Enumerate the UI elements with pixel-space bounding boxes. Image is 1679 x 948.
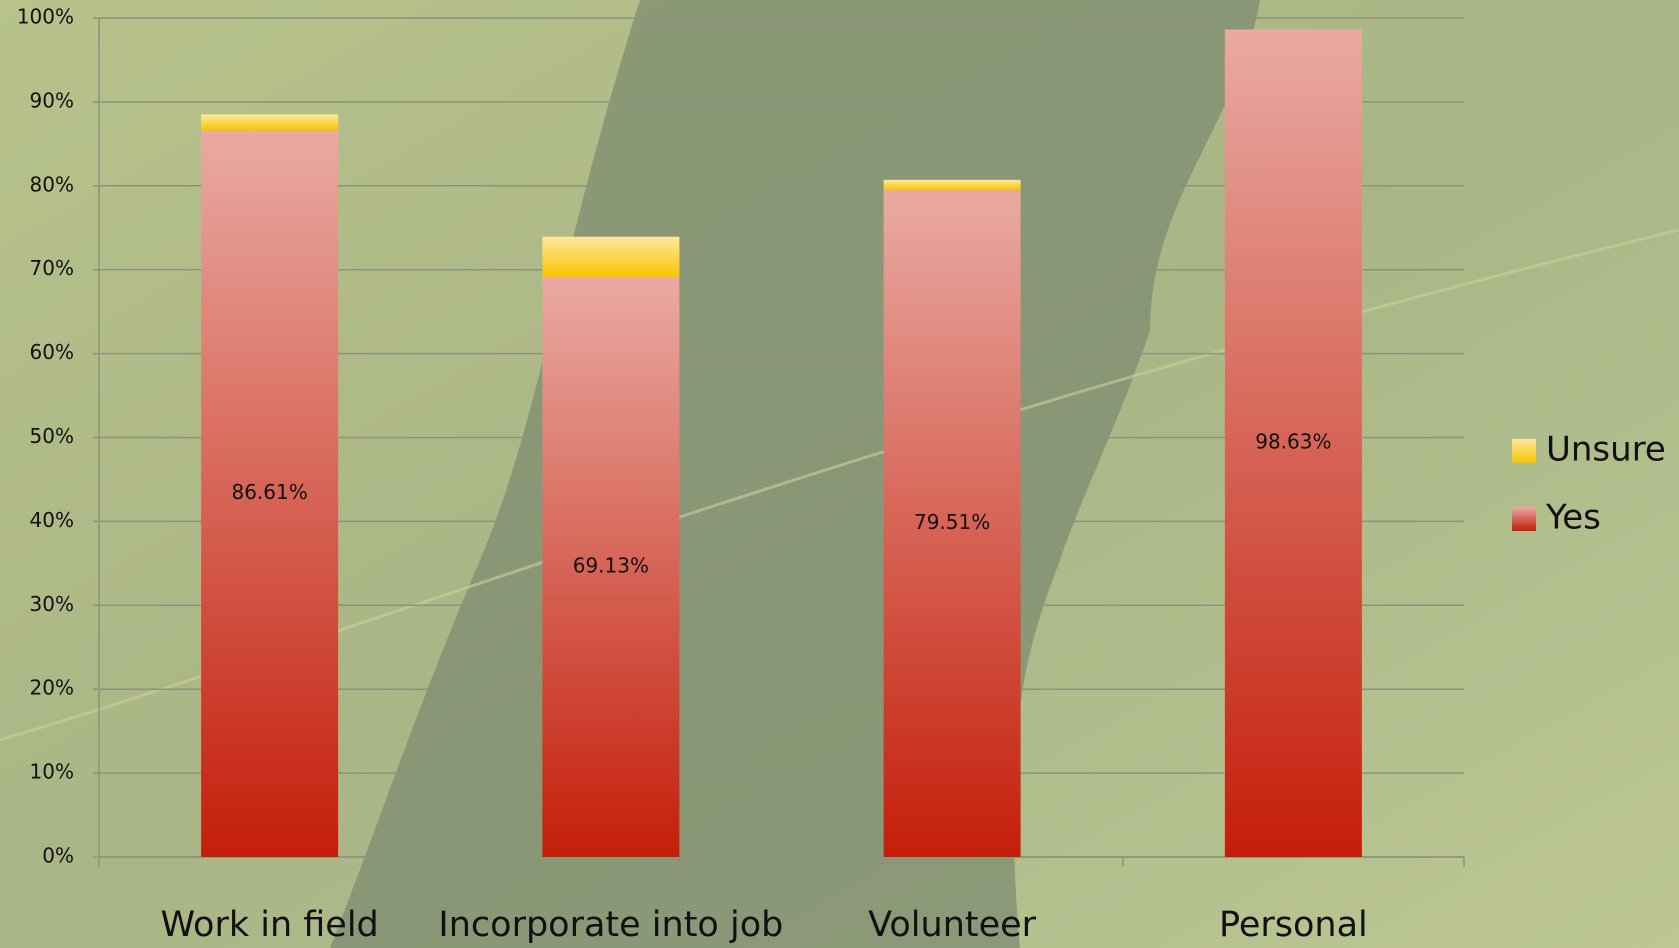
y-tick-label: 90% [30, 88, 74, 112]
value-label: 69.13% [573, 553, 649, 577]
legend-swatch [1512, 507, 1536, 531]
y-tick-label: 10% [30, 760, 74, 784]
y-tick-label: 50% [30, 424, 74, 448]
bar-segment [201, 114, 338, 130]
x-tick-label: Personal [1219, 905, 1368, 945]
x-tick-label: Incorporate into job [438, 905, 783, 945]
legend-label: Yes [1545, 498, 1601, 538]
value-label: 79.51% [914, 510, 990, 534]
x-tick-label: Work in field [160, 905, 378, 945]
y-tick-label: 100% [17, 5, 74, 29]
chart: 0% 10% 20% 30% 40% 50% 60% 70% 80% 90% 100% 86.61% W… [0, 0, 1679, 948]
y-tick-label: 70% [30, 256, 74, 280]
bar-segment [884, 180, 1021, 190]
legend-label: Unsure [1546, 430, 1666, 470]
legend-swatch [1512, 439, 1536, 463]
y-tick-label: 0% [42, 844, 74, 868]
value-label: 86.61% [231, 480, 307, 504]
y-tick-label: 60% [30, 340, 74, 364]
y-tick-label: 80% [30, 172, 74, 196]
y-tick-label: 20% [30, 676, 74, 700]
bar-segment [542, 237, 679, 277]
y-tick-label: 30% [30, 592, 74, 616]
y-tick-label: 40% [30, 508, 74, 532]
value-label: 98.63% [1255, 430, 1331, 454]
x-tick-label: Volunteer [868, 905, 1037, 945]
